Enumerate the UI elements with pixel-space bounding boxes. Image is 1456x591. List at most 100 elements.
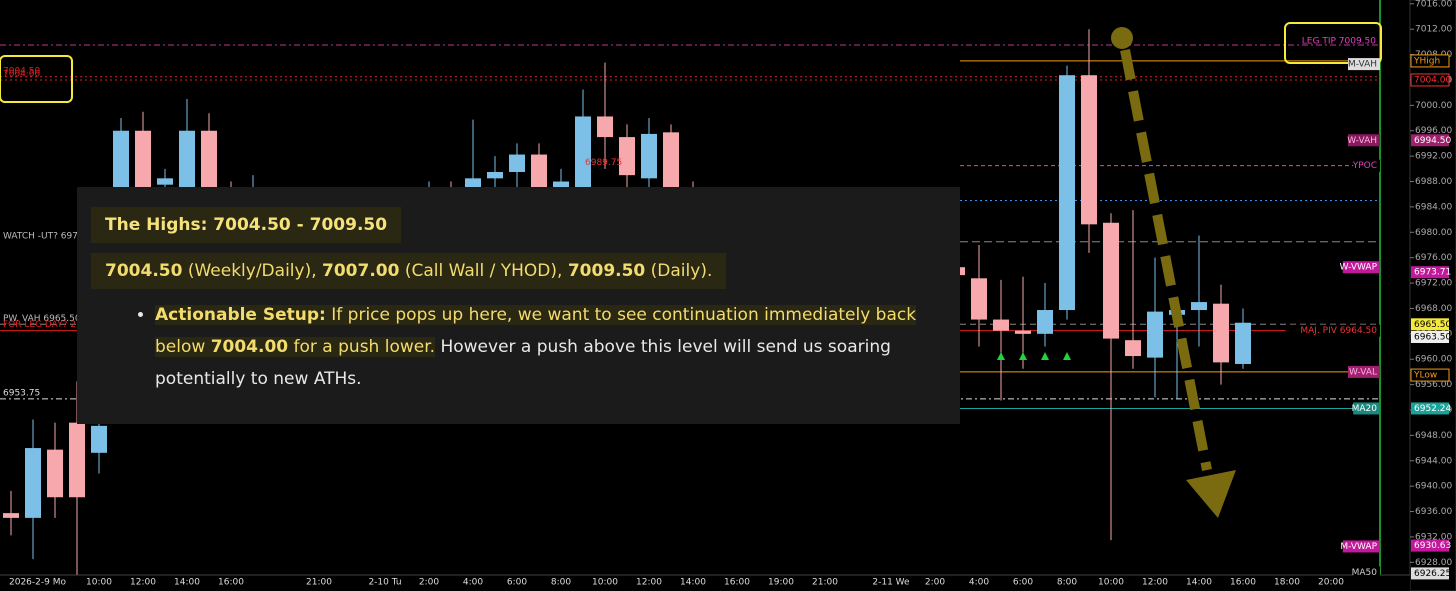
candle-body: [25, 448, 41, 518]
y-tick-label: 6960.00: [1415, 355, 1452, 365]
signal-arrow: [1041, 352, 1049, 360]
level-tag: W-VWAP: [1340, 261, 1380, 274]
note-text: (Weekly/Daily),: [182, 261, 323, 281]
candle-body: [1235, 322, 1251, 364]
level-tag-label: MAJ. PIV 6964.50: [1300, 326, 1377, 336]
level-label: PW. VAH 6965.50: [3, 314, 81, 324]
x-tick-label: 16:00: [724, 578, 750, 588]
level-tag-bg: [1348, 58, 1380, 71]
candle-body: [597, 116, 613, 138]
level-tag: MAJ. PIV 6964.50: [1285, 324, 1380, 337]
level-tag-bg: [1342, 540, 1380, 553]
y-tick-label: 7000.00: [1415, 101, 1452, 111]
price-tag-bg: [1411, 567, 1449, 580]
price-tag-label: YLow: [1413, 371, 1437, 381]
candle-body: [1103, 222, 1119, 339]
price-tag-label: 6926.25: [1414, 569, 1451, 579]
signal-arrow: [997, 352, 1005, 360]
x-tick-label: 10:00: [86, 578, 112, 588]
x-tick-label: 6:00: [1013, 578, 1033, 588]
note-overlay: The Highs: 7004.50 - 7009.50 7004.50 (We…: [77, 187, 960, 424]
level-tag-bg: [1285, 324, 1380, 337]
level-tag-label: W-VWAP: [1340, 263, 1378, 273]
x-tick-label: 12:00: [636, 578, 662, 588]
x-tick-label: 10:00: [592, 578, 618, 588]
signal-arrow: [1019, 352, 1027, 360]
price-tag-label: 6965.50: [1414, 320, 1451, 330]
candle-body: [201, 130, 217, 195]
highlight-box: [0, 55, 73, 103]
level-tag-label: M-VAH: [1348, 60, 1377, 70]
note-bullet: Actionable Setup: If price pops up here,…: [155, 299, 934, 395]
price-tag-bg: [1411, 266, 1449, 279]
candle-body: [1213, 303, 1229, 363]
level-label: 6953.75: [3, 388, 40, 398]
y-tick-label: 6968.00: [1415, 304, 1452, 314]
level-label: FOR LEG DAY? 2: [3, 320, 76, 330]
price-tag-bg: [1411, 318, 1449, 331]
x-tick-label: 6:00: [507, 578, 527, 588]
x-tick-label: 4:00: [969, 578, 989, 588]
candle-body: [1125, 340, 1141, 357]
price-tag-label: 6973.71: [1414, 268, 1451, 278]
y-tick-label: 6972.00: [1415, 279, 1452, 289]
level-tag: LEG TIP 7009.50: [1284, 22, 1382, 65]
arrow-head: [1186, 470, 1236, 518]
level-tag-label: YPOC: [1352, 161, 1377, 171]
y-tick-label: 6932.00: [1415, 532, 1452, 542]
time-axis: [0, 575, 1410, 591]
note-text: (Daily).: [645, 261, 713, 281]
note-heading: The Highs: 7004.50 - 7009.50: [91, 207, 402, 243]
level-tag-bg: [1353, 159, 1380, 172]
candle-body: [157, 178, 173, 185]
note-text: However a push above this level will sen…: [155, 337, 891, 389]
candle-body: [641, 133, 657, 179]
x-tick-label: 2:00: [419, 578, 439, 588]
candle-body: [1037, 310, 1053, 334]
x-tick-label: 12:00: [130, 578, 156, 588]
annotation: 6989.75: [585, 158, 622, 168]
x-tick-label: 2026-2-9 Mo: [9, 578, 66, 588]
candle-body: [971, 278, 987, 320]
price-tag-bg: [1410, 73, 1450, 87]
y-tick-label: 6936.00: [1415, 507, 1452, 517]
candle-body: [91, 425, 107, 453]
level-tag-bg: [1348, 134, 1380, 147]
price-tag-bg: [1410, 54, 1450, 68]
candle-body: [47, 449, 63, 498]
candle-body: [69, 422, 85, 498]
level-label: WATCH -UT? 697: [3, 231, 78, 241]
note-list: Actionable Setup: If price pops up here,…: [103, 299, 934, 395]
level-tag-label: MA50: [1352, 568, 1378, 578]
price-tag-label: YHigh: [1413, 56, 1440, 66]
arrow-start: [1111, 27, 1133, 49]
x-tick-label: 2:00: [925, 578, 945, 588]
candle-body: [1147, 311, 1163, 358]
level-tag: M-VAH: [1348, 58, 1380, 71]
price-tag-label: 7004.00: [1414, 75, 1451, 85]
level-tag: MA20: [1352, 402, 1380, 415]
price-tag-label: 6994.50: [1414, 136, 1451, 146]
note-text: Actionable Setup:: [155, 305, 326, 325]
candle-body: [1081, 75, 1097, 225]
price-tag-bg: [1410, 368, 1450, 382]
x-tick-label: 20:00: [1318, 578, 1344, 588]
price-tag-bg: [1411, 134, 1449, 147]
candle-body: [663, 132, 679, 195]
note-text: 7009.50: [567, 261, 646, 281]
y-tick-label: 6992.00: [1415, 152, 1452, 162]
level-tag-bg: [1353, 566, 1380, 579]
level-tag-label: M-VWAP: [1340, 542, 1377, 552]
x-tick-label: 19:00: [768, 578, 794, 588]
level-tag: W-VAL: [1348, 365, 1380, 378]
x-tick-label: 12:00: [1142, 578, 1168, 588]
price-tag-bg: [1411, 331, 1449, 344]
x-tick-label: 8:00: [1057, 578, 1077, 588]
x-tick-label: 21:00: [306, 578, 332, 588]
signal-arrow: [1063, 352, 1071, 360]
highlight-box: [1284, 22, 1382, 65]
y-tick-label: 6976.00: [1415, 253, 1452, 263]
level-tag-label: W-VAL: [1349, 367, 1377, 377]
level-tag: W-VAH: [1347, 134, 1380, 147]
